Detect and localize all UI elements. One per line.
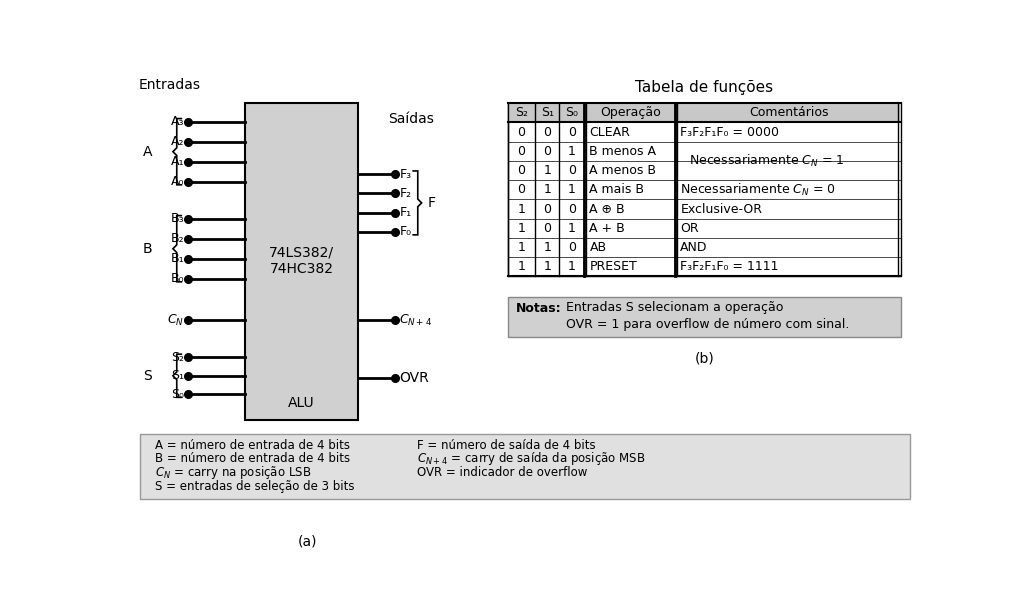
Text: 0: 0 (567, 126, 575, 139)
Text: B menos A: B menos A (590, 145, 656, 158)
Text: 1: 1 (517, 222, 525, 235)
Text: F₃F₂F₁F₀ = 1111: F₃F₂F₁F₀ = 1111 (680, 261, 779, 274)
Text: F₀: F₀ (399, 225, 412, 238)
Text: OVR: OVR (399, 371, 429, 385)
Text: B₂: B₂ (171, 232, 184, 245)
Text: $C_{N+4}$ = carry de saída da posição MSB: $C_{N+4}$ = carry de saída da posição MS… (417, 450, 645, 468)
Text: 0: 0 (517, 145, 525, 158)
Text: A + B: A + B (590, 222, 626, 235)
Text: 0: 0 (543, 203, 551, 216)
Text: 0: 0 (543, 145, 551, 158)
Text: B₃: B₃ (171, 212, 184, 225)
Bar (140, 434, 909, 499)
Text: 1: 1 (543, 241, 551, 254)
Text: AB: AB (590, 241, 606, 254)
Text: OVR = indicador de overflow: OVR = indicador de overflow (417, 466, 588, 479)
Text: 74HC382: 74HC382 (269, 262, 334, 277)
Text: 1: 1 (568, 145, 575, 158)
Text: 1: 1 (568, 222, 575, 235)
Text: 1: 1 (517, 203, 525, 216)
Text: B = número de entrada de 4 bits: B = número de entrada de 4 bits (156, 452, 350, 466)
Text: 0: 0 (543, 126, 551, 139)
Bar (508, 103, 900, 277)
Text: F₃: F₃ (399, 168, 412, 180)
Text: S: S (143, 369, 152, 383)
Text: A: A (142, 145, 153, 159)
Text: (b): (b) (694, 352, 714, 366)
Text: 1: 1 (543, 164, 551, 177)
Text: S₀: S₀ (172, 387, 184, 401)
Text: S = entradas de seleção de 3 bits: S = entradas de seleção de 3 bits (156, 480, 354, 493)
Text: 0: 0 (517, 164, 525, 177)
Text: 1: 1 (568, 184, 575, 197)
Text: A = número de entrada de 4 bits: A = número de entrada de 4 bits (156, 439, 350, 452)
Text: A ⊕ B: A ⊕ B (590, 203, 625, 216)
Text: 1: 1 (543, 184, 551, 197)
Text: S₀: S₀ (565, 107, 579, 120)
Text: F₃F₂F₁F₀ = 0000: F₃F₂F₁F₀ = 0000 (680, 126, 779, 139)
Text: S₂: S₂ (515, 107, 527, 120)
Text: A₃: A₃ (171, 115, 184, 128)
Text: 0: 0 (567, 241, 575, 254)
Text: ALU: ALU (288, 397, 314, 410)
Text: $C_N$: $C_N$ (167, 313, 184, 328)
Text: A₂: A₂ (171, 135, 184, 148)
Bar (508, 103, 900, 123)
Text: F = número de saída de 4 bits: F = número de saída de 4 bits (417, 439, 596, 452)
Text: 1: 1 (517, 241, 525, 254)
Text: $C_N$ = carry na posição LSB: $C_N$ = carry na posição LSB (156, 464, 311, 481)
Text: 0: 0 (567, 164, 575, 177)
Text: F: F (428, 196, 436, 210)
Text: OR: OR (680, 222, 699, 235)
Text: S₁: S₁ (541, 107, 554, 120)
Text: A menos B: A menos B (590, 164, 656, 177)
Text: A₀: A₀ (171, 175, 184, 188)
Text: Entradas S selecionam a operação: Entradas S selecionam a operação (565, 301, 783, 315)
Text: 1: 1 (568, 261, 575, 274)
Text: B₁: B₁ (171, 252, 184, 265)
Text: CLEAR: CLEAR (590, 126, 631, 139)
Text: Comentários: Comentários (750, 107, 828, 120)
Text: AND: AND (680, 241, 708, 254)
Text: 1: 1 (543, 261, 551, 274)
Text: F₁: F₁ (399, 206, 412, 219)
Text: 0: 0 (517, 126, 525, 139)
Text: (a): (a) (298, 534, 317, 548)
Text: S₂: S₂ (171, 351, 184, 364)
Text: Entradas: Entradas (138, 78, 201, 92)
Text: 0: 0 (567, 203, 575, 216)
Text: Necessariamente $C_N$ = 0: Necessariamente $C_N$ = 0 (680, 182, 837, 198)
Text: Tabela de funções: Tabela de funções (635, 81, 773, 95)
Text: A₁: A₁ (171, 155, 184, 168)
Text: 1: 1 (517, 261, 525, 274)
Text: Operação: Operação (600, 107, 662, 120)
Text: F₂: F₂ (399, 187, 412, 200)
Text: $C_{N+4}$: $C_{N+4}$ (399, 313, 432, 328)
Text: 0: 0 (543, 222, 551, 235)
Text: Notas:: Notas: (515, 301, 561, 315)
Text: B: B (142, 241, 153, 256)
Text: A mais B: A mais B (590, 184, 644, 197)
Text: Exclusive-OR: Exclusive-OR (680, 203, 762, 216)
Text: Saídas: Saídas (388, 111, 434, 126)
Bar (245, 103, 358, 420)
Text: B₀: B₀ (171, 272, 184, 285)
Text: 0: 0 (517, 184, 525, 197)
Text: S₁: S₁ (171, 369, 184, 383)
Text: PRESET: PRESET (590, 261, 637, 274)
Bar (508, 297, 900, 337)
Text: 74LS382/: 74LS382/ (269, 246, 334, 259)
Text: Necessariamente $C_N$ = 1: Necessariamente $C_N$ = 1 (689, 153, 845, 169)
Text: OVR = 1 para overflow de número com sinal.: OVR = 1 para overflow de número com sina… (565, 318, 849, 331)
